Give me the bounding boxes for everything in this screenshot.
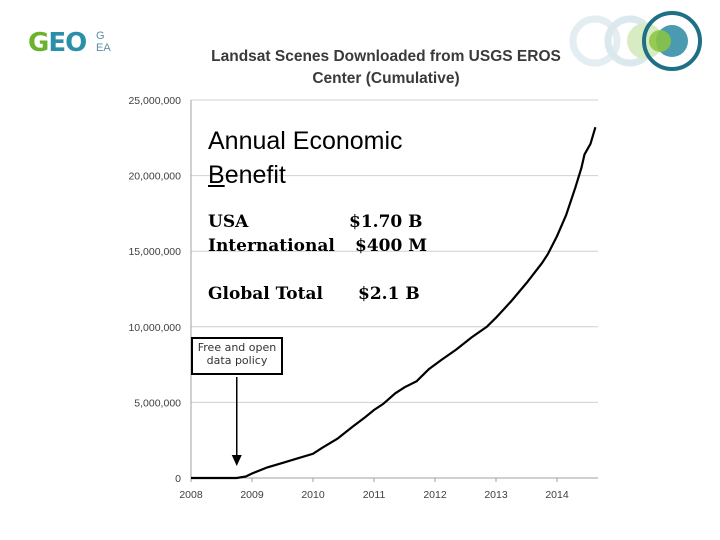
y-tick-label: 5,000,000 [134,397,181,409]
x-tick-label: 2009 [240,489,264,501]
y-axis-ticks: 0 5,000,000 10,000,000 15,000,000 20,000,000… [128,95,181,485]
geo-logo-sub-line1: G [96,30,105,42]
y-tick-label: 25,000,000 [128,95,181,107]
y-tick-label: 15,000,000 [128,246,181,258]
annotation-box: Free and open data policy [191,337,283,375]
y-tick-label: 10,000,000 [128,322,181,334]
benefit-value-global-total: $2.1 B [358,284,420,304]
benefit-label-usa: USA [208,212,249,232]
overlay-title-line1: Annual Economic [208,127,403,155]
benefit-label-international: International [208,236,335,256]
geo-logo-sub-line2: EA [96,42,111,54]
circle-logo-icon [569,11,702,71]
x-tick-label: 2012 [423,489,447,501]
chart-title-line1: Landsat Scenes Downloaded from USGS EROS [211,48,561,65]
annotation-line1: Free and open [197,341,277,354]
benefit-value-usa: $1.70 B [349,212,423,232]
annotation-line2: data policy [206,354,268,367]
geo-logo-mark: GEO [28,28,87,58]
geo-logo-subtext: G EA [96,30,111,54]
chart-grid [190,99,598,479]
x-tick-label: 2013 [484,489,508,501]
x-tick-label: 2011 [363,489,386,501]
overlay-title: Annual Economic Benefit [208,124,403,192]
geo-logo-eo: EO [48,28,87,58]
y-tick-label: 0 [175,473,181,485]
benefit-label-global-total: Global Total [208,284,323,304]
overlay-title-b: B [208,161,225,189]
geo-logo-g: G [28,28,49,58]
benefit-value-international: $400 M [355,236,428,256]
x-tick-label: 2008 [179,489,203,501]
chart-title-line2: Center (Cumulative) [312,70,459,87]
overlay-title-line2: Benefit [208,158,403,192]
x-tick-label: 2010 [301,489,325,501]
overlay-title-line2-rest: enefit [224,161,286,189]
x-tick-label: 2014 [545,489,569,501]
annotation-arrowhead [231,455,242,466]
x-axis-ticks: 2008 2009 2010 2011 2012 2013 2014 [179,478,569,501]
y-tick-label: 20,000,000 [128,171,181,183]
geo-logo: GEO G EA [28,24,118,64]
series-line [191,126,597,480]
